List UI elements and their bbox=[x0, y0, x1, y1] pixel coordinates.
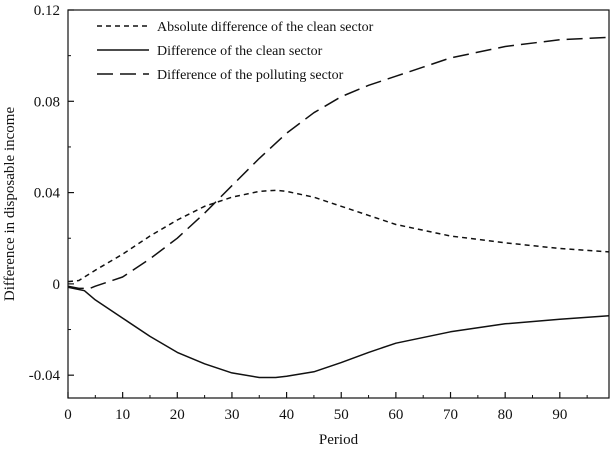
x-tick-label: 30 bbox=[224, 407, 239, 423]
series-layer bbox=[67, 36, 610, 379]
y-tick-label: 0.12 bbox=[34, 3, 60, 19]
legend-label-0: Absolute difference of the clean sector bbox=[157, 20, 374, 35]
x-tick-label: 50 bbox=[334, 407, 349, 423]
x-axis-label: Period bbox=[319, 432, 359, 448]
y-tick-label: 0 bbox=[53, 277, 61, 293]
legend-label-2: Difference of the polluting sector bbox=[157, 68, 344, 83]
legend: Absolute difference of the clean sector D… bbox=[97, 20, 374, 83]
x-tick-label: 80 bbox=[498, 407, 513, 423]
x-tick-label: 10 bbox=[115, 407, 130, 423]
x-tick-label: 90 bbox=[552, 407, 567, 423]
series-line-1 bbox=[67, 286, 610, 379]
y-tick-label: -0.04 bbox=[29, 368, 61, 384]
x-tick-label: 60 bbox=[388, 407, 403, 423]
x-tick-label: 20 bbox=[170, 407, 185, 423]
series-line-2 bbox=[67, 36, 610, 290]
axes-layer: 0 10 20 30 40 50 60 70 80 90 -0.04 0 0.04 0.08 0.12 bbox=[29, 3, 610, 423]
y-axis-label: Difference in disposable income bbox=[2, 107, 18, 302]
y-tick-label: 0.08 bbox=[34, 94, 60, 110]
x-tick-label: 70 bbox=[443, 407, 458, 423]
series-line-0 bbox=[67, 189, 610, 283]
legend-label-1: Difference of the clean sector bbox=[157, 44, 323, 59]
plot-frame bbox=[67, 9, 610, 399]
x-tick-label: 0 bbox=[64, 407, 72, 423]
x-tick-label: 40 bbox=[279, 407, 294, 423]
y-tick-label: 0.04 bbox=[34, 186, 61, 202]
